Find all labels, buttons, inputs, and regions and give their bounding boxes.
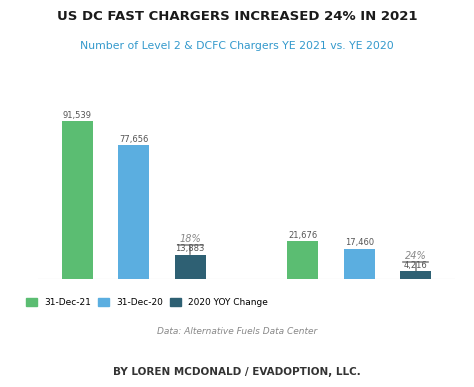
Text: 77,656: 77,656 xyxy=(119,135,148,144)
Bar xyxy=(287,241,319,279)
Bar xyxy=(174,255,206,279)
Bar xyxy=(118,145,149,279)
Text: 4,216: 4,216 xyxy=(404,261,428,270)
Bar xyxy=(400,271,431,279)
Text: Data: Alternative Fuels Data Center: Data: Alternative Fuels Data Center xyxy=(157,327,317,336)
Text: 24%: 24% xyxy=(405,251,427,261)
Bar xyxy=(62,121,93,279)
Text: BY LOREN MCDONALD / EVADOPTION, LLC.: BY LOREN MCDONALD / EVADOPTION, LLC. xyxy=(113,367,361,377)
Bar xyxy=(344,248,375,279)
Text: US DC FAST CHARGERS INCREASED 24% IN 2021: US DC FAST CHARGERS INCREASED 24% IN 202… xyxy=(57,10,417,23)
Text: 21,676: 21,676 xyxy=(288,231,318,240)
Text: 18%: 18% xyxy=(179,234,201,244)
Text: 91,539: 91,539 xyxy=(63,111,92,120)
Text: Number of Level 2 & DCFC Chargers YE 2021 vs. YE 2020: Number of Level 2 & DCFC Chargers YE 202… xyxy=(80,41,394,51)
Legend: 31-Dec-21, 31-Dec-20, 2020 YOY Change: 31-Dec-21, 31-Dec-20, 2020 YOY Change xyxy=(26,298,268,307)
Text: 17,460: 17,460 xyxy=(345,238,374,247)
Text: 13,883: 13,883 xyxy=(175,244,205,253)
